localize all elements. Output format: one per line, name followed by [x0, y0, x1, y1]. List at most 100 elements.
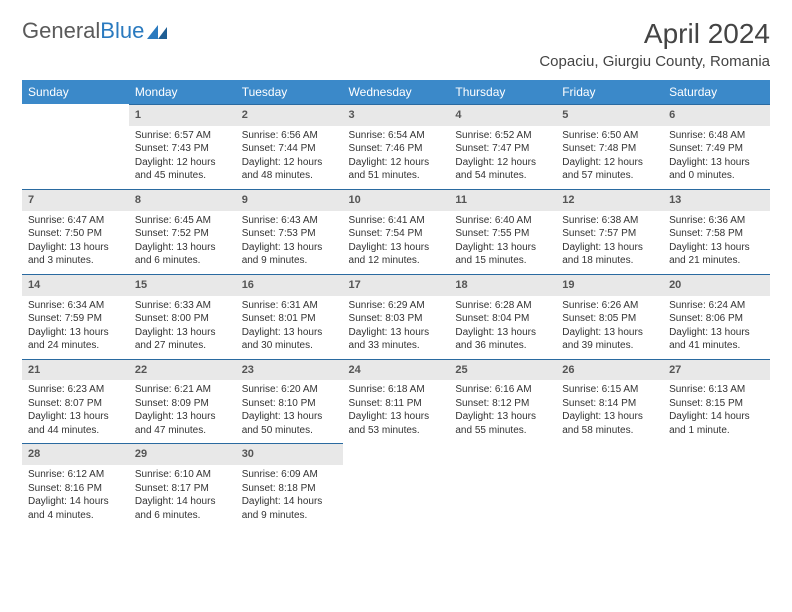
- calendar-cell: 19Sunrise: 6:26 AMSunset: 8:05 PMDayligh…: [556, 274, 663, 359]
- day-body: Sunrise: 6:41 AMSunset: 7:54 PMDaylight:…: [343, 211, 450, 274]
- day-line: Sunrise: 6:45 AM: [135, 214, 230, 228]
- day-header: Sunday: [22, 80, 129, 104]
- calendar-cell: 20Sunrise: 6:24 AMSunset: 8:06 PMDayligh…: [663, 274, 770, 359]
- day-line: Sunset: 7:43 PM: [135, 142, 230, 156]
- calendar-cell: 25 Sunrise: 6:16 AMSunset: 8:12 PMDayligh…: [449, 359, 556, 444]
- day-number: 5: [556, 104, 663, 126]
- day-number: 25: [449, 359, 556, 381]
- day-number: 9: [236, 189, 343, 211]
- day-header: Thursday: [449, 80, 556, 104]
- day-body: Sunrise: 6:57 AMSunset: 7:43 PMDaylight:…: [129, 126, 236, 189]
- day-body: Sunrise: 6:47 AMSunset: 7:50 PMDaylight:…: [22, 211, 129, 274]
- day-line: Sunrise: 6:31 AM: [242, 299, 337, 313]
- day-body: Sunrise: 6:43 AMSunset: 7:53 PMDaylight:…: [236, 211, 343, 274]
- logo: GeneralBlue: [22, 18, 169, 44]
- day-line: Daylight: 13 hours and 24 minutes.: [28, 326, 123, 353]
- calendar-cell: 18Sunrise: 6:28 AMSunset: 8:04 PMDayligh…: [449, 274, 556, 359]
- day-line: Sunrise: 6:36 AM: [669, 214, 764, 228]
- day-number: 14: [22, 274, 129, 296]
- calendar-cell: 1Sunrise: 6:57 AMSunset: 7:43 PMDaylight…: [129, 104, 236, 189]
- calendar-cell: 11Sunrise: 6:40 AMSunset: 7:55 PMDayligh…: [449, 189, 556, 274]
- day-line: Sunset: 7:55 PM: [455, 227, 550, 241]
- day-line: Daylight: 13 hours and 0 minutes.: [669, 156, 764, 183]
- day-number: 6: [663, 104, 770, 126]
- day-line: Sunrise: 6:29 AM: [349, 299, 444, 313]
- day-number: 19: [556, 274, 663, 296]
- day-line: Sunset: 8:15 PM: [669, 397, 764, 411]
- day-line: Sunset: 8:10 PM: [242, 397, 337, 411]
- day-number: 24: [343, 359, 450, 381]
- calendar-cell: 17Sunrise: 6:29 AMSunset: 8:03 PMDayligh…: [343, 274, 450, 359]
- day-line: Sunset: 8:05 PM: [562, 312, 657, 326]
- day-number: 17: [343, 274, 450, 296]
- day-body: Sunrise: 6:24 AMSunset: 8:06 PMDaylight:…: [663, 296, 770, 359]
- day-line: Sunrise: 6:50 AM: [562, 129, 657, 143]
- day-line: Sunrise: 6:40 AM: [455, 214, 550, 228]
- day-body: Sunrise: 6:28 AMSunset: 8:04 PMDaylight:…: [449, 296, 556, 359]
- day-body: Sunrise: 6:38 AMSunset: 7:57 PMDaylight:…: [556, 211, 663, 274]
- day-body: Sunrise: 6:15 AMSunset: 8:14 PMDaylight:…: [556, 380, 663, 443]
- day-number: 12: [556, 189, 663, 211]
- day-body: Sunrise: 6:12 AMSunset: 8:16 PMDaylight:…: [22, 465, 129, 528]
- day-line: Sunrise: 6:10 AM: [135, 468, 230, 482]
- day-number: 7: [22, 189, 129, 211]
- day-header: Wednesday: [343, 80, 450, 104]
- calendar-cell: 9Sunrise: 6:43 AMSunset: 7:53 PMDaylight…: [236, 189, 343, 274]
- calendar-cell: 24Sunrise: 6:18 AMSunset: 8:11 PMDayligh…: [343, 359, 450, 444]
- day-line: Sunrise: 6:13 AM: [669, 383, 764, 397]
- day-line: Sunrise: 6:16 AM: [455, 383, 550, 397]
- day-line: Daylight: 13 hours and 27 minutes.: [135, 326, 230, 353]
- day-number: 3: [343, 104, 450, 126]
- day-number: 1: [129, 104, 236, 126]
- day-line: Sunrise: 6:09 AM: [242, 468, 337, 482]
- month-title: April 2024: [539, 18, 770, 50]
- day-body: Sunrise: 6:48 AMSunset: 7:49 PMDaylight:…: [663, 126, 770, 189]
- day-line: Daylight: 13 hours and 15 minutes.: [455, 241, 550, 268]
- day-line: Sunset: 7:46 PM: [349, 142, 444, 156]
- day-line: Sunset: 8:07 PM: [28, 397, 123, 411]
- day-body: Sunrise: 6:52 AMSunset: 7:47 PMDaylight:…: [449, 126, 556, 189]
- calendar-row: 14Sunrise: 6:34 AMSunset: 7:59 PMDayligh…: [22, 274, 770, 359]
- calendar-cell: 6Sunrise: 6:48 AMSunset: 7:49 PMDaylight…: [663, 104, 770, 189]
- day-header: Monday: [129, 80, 236, 104]
- day-line: Daylight: 13 hours and 33 minutes.: [349, 326, 444, 353]
- day-header: Tuesday: [236, 80, 343, 104]
- day-line: Sunset: 7:58 PM: [669, 227, 764, 241]
- day-line: Sunset: 8:11 PM: [349, 397, 444, 411]
- calendar-cell: 26Sunrise: 6:15 AMSunset: 8:14 PMDayligh…: [556, 359, 663, 444]
- calendar-cell: 12Sunrise: 6:38 AMSunset: 7:57 PMDayligh…: [556, 189, 663, 274]
- day-line: Daylight: 13 hours and 44 minutes.: [28, 410, 123, 437]
- day-line: Sunrise: 6:43 AM: [242, 214, 337, 228]
- day-number: 13: [663, 189, 770, 211]
- day-line: Daylight: 13 hours and 9 minutes.: [242, 241, 337, 268]
- day-line: Sunset: 8:01 PM: [242, 312, 337, 326]
- calendar-row: 28Sunrise: 6:12 AMSunset: 8:16 PMDayligh…: [22, 443, 770, 528]
- calendar-cell: 3Sunrise: 6:54 AMSunset: 7:46 PMDaylight…: [343, 104, 450, 189]
- calendar-cell: 14Sunrise: 6:34 AMSunset: 7:59 PMDayligh…: [22, 274, 129, 359]
- day-line: Sunrise: 6:26 AM: [562, 299, 657, 313]
- day-line: Sunrise: 6:52 AM: [455, 129, 550, 143]
- calendar-row: 21Sunrise: 6:23 AMSunset: 8:07 PMDayligh…: [22, 359, 770, 444]
- calendar-cell: [449, 443, 556, 528]
- day-body: Sunrise: 6:45 AMSunset: 7:52 PMDaylight:…: [129, 211, 236, 274]
- day-line: Sunrise: 6:15 AM: [562, 383, 657, 397]
- day-line: Daylight: 13 hours and 36 minutes.: [455, 326, 550, 353]
- calendar-head: SundayMondayTuesdayWednesdayThursdayFrid…: [22, 80, 770, 104]
- day-line: Sunset: 7:52 PM: [135, 227, 230, 241]
- day-body: Sunrise: 6:34 AMSunset: 7:59 PMDaylight:…: [22, 296, 129, 359]
- day-line: Sunrise: 6:20 AM: [242, 383, 337, 397]
- calendar-row: 7Sunrise: 6:47 AMSunset: 7:50 PMDaylight…: [22, 189, 770, 274]
- day-body: Sunrise: 6:09 AMSunset: 8:18 PMDaylight:…: [236, 465, 343, 528]
- day-line: Sunset: 8:14 PM: [562, 397, 657, 411]
- day-line: Daylight: 13 hours and 55 minutes.: [455, 410, 550, 437]
- day-body: Sunrise: 6:33 AMSunset: 8:00 PMDaylight:…: [129, 296, 236, 359]
- day-line: Sunset: 8:12 PM: [455, 397, 550, 411]
- day-line: Sunset: 8:17 PM: [135, 482, 230, 496]
- day-line: Daylight: 13 hours and 50 minutes.: [242, 410, 337, 437]
- day-number: 20: [663, 274, 770, 296]
- day-number: 15: [129, 274, 236, 296]
- day-number: 23: [236, 359, 343, 381]
- day-line: Sunset: 7:48 PM: [562, 142, 657, 156]
- day-body: Sunrise: 6:29 AMSunset: 8:03 PMDaylight:…: [343, 296, 450, 359]
- calendar-row: 1Sunrise: 6:57 AMSunset: 7:43 PMDaylight…: [22, 104, 770, 189]
